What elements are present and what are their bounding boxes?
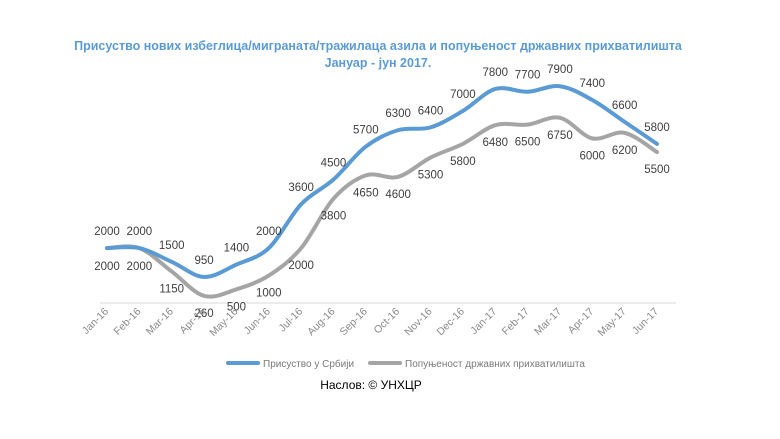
x-tick-label: Jan-17 [468,306,499,337]
data-label-occupancy: 2000 [288,260,314,272]
x-tick-label: Aug-16 [305,306,338,339]
x-tick-label: Jun-16 [242,306,273,337]
data-label-occupancy: 6200 [612,145,638,157]
data-label-occupancy: 1000 [256,288,282,300]
data-label-presence: 7900 [547,64,573,76]
x-tick-label: Apr-17 [566,306,597,337]
source-note: Наслов: © УНХЦР [320,378,422,392]
data-label-presence: 7000 [450,89,476,101]
chart-title: Присуство нових избеглица/миграната/траж… [74,39,683,53]
data-label-occupancy: 260 [194,308,213,320]
data-label-presence: 2000 [127,226,153,238]
data-label-presence: 3600 [288,182,314,194]
data-label-occupancy: 4600 [385,189,411,201]
legend-label-occupancy: Попуњеност државних прихватилишта [405,359,585,370]
x-tick-label: Jan-16 [80,306,111,337]
data-label-presence: 7400 [579,78,605,90]
data-label-occupancy: 5800 [450,156,476,168]
series-layer [105,84,659,299]
data-label-occupancy: 500 [227,301,246,313]
data-labels: 2000 2000 1500 950 1400 2000 3600 4500 5700 6300 6… [94,64,670,320]
series-line-presence [105,84,659,279]
data-label-presence: 1500 [159,240,185,252]
data-label-occupancy: 1150 [159,283,184,295]
data-label-presence: 4500 [321,158,347,170]
x-tick-label: Nov-16 [402,306,435,339]
data-label-occupancy: 6750 [547,130,573,142]
x-tick-label: Jun-17 [630,306,661,337]
series-line-occupancy [105,115,659,299]
x-tick-label: May-17 [596,306,629,339]
data-label-occupancy: 2000 [127,261,153,273]
data-label-presence: 6300 [385,108,411,120]
data-label-presence: 5700 [353,125,379,137]
data-label-occupancy: 5500 [644,164,670,176]
x-tick-label: Dec-16 [435,306,468,339]
x-tick-label: Apr-16 [177,306,208,337]
x-tick-label: Feb-16 [111,306,143,338]
data-label-occupancy: 6480 [482,137,508,149]
legend-label-presence: Присуство у Србији [263,358,354,370]
data-label-presence: 7800 [482,67,508,79]
x-tick-label: Oct-16 [372,306,403,337]
x-tick-label: Mar-17 [532,306,564,338]
data-label-presence: 6400 [418,105,444,117]
x-tick-label: Mar-16 [144,306,176,338]
data-label-occupancy: 6000 [579,150,605,162]
data-label-presence: 7700 [515,70,541,82]
data-label-presence: 6600 [612,100,638,112]
legend: Присуство у Србији Попуњеност државних п… [226,358,585,370]
data-label-presence: 1400 [224,243,250,255]
x-axis-ticks: Jan-16 Feb-16 Mar-16 Apr-16 May-16 Jun-16 Jul-… [80,306,661,339]
data-label-presence: 2000 [256,226,282,238]
data-label-occupancy: 6500 [515,137,541,149]
x-tick-label: Feb-17 [500,306,532,338]
data-label-presence: 2000 [94,226,120,238]
x-tick-label: Jul-16 [277,306,306,335]
data-label-occupancy: 3800 [321,211,347,223]
x-tick-label: Sep-16 [338,306,371,339]
data-label-occupancy: 5300 [418,170,444,182]
data-label-occupancy: 2000 [94,261,120,273]
data-label-occupancy: 4650 [353,187,379,199]
chart-subtitle: Јануар - јун 2017. [325,56,432,70]
data-label-presence: 950 [194,255,213,267]
data-label-presence: 5800 [644,122,670,134]
